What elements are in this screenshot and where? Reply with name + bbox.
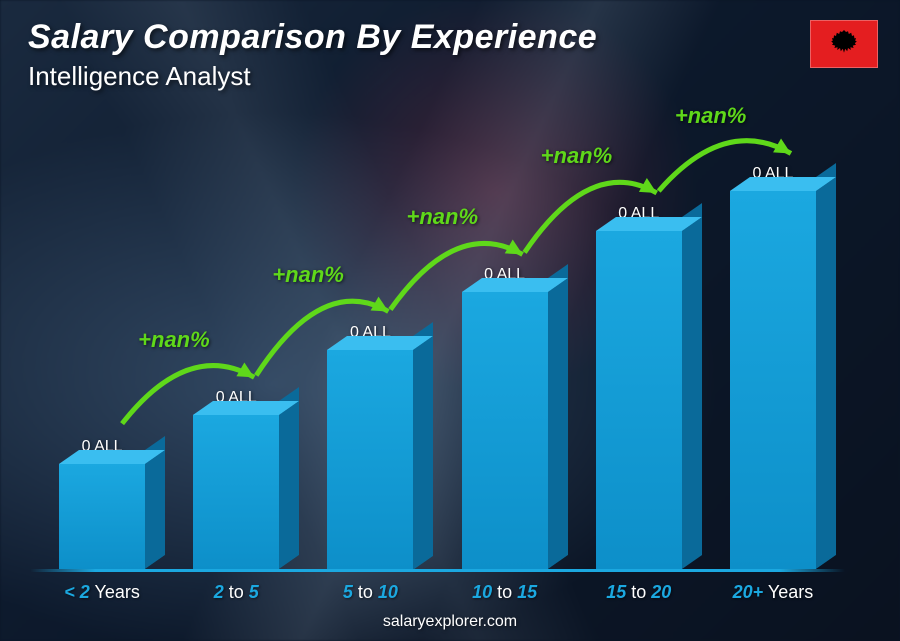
bar-side-face — [816, 163, 836, 569]
x-axis-label: < 2 Years — [35, 582, 169, 603]
delta-label: +nan% — [541, 143, 613, 169]
bar — [730, 191, 816, 569]
bar-group: 0 ALL — [572, 130, 706, 569]
x-axis-line — [30, 569, 845, 572]
bar — [596, 231, 682, 569]
x-axis-label: 2 to 5 — [169, 582, 303, 603]
x-axis-label: 20+ Years — [706, 582, 840, 603]
title-block: Salary Comparison By Experience Intellig… — [28, 18, 597, 92]
delta-label: +nan% — [138, 327, 210, 353]
delta-label: +nan% — [272, 262, 344, 288]
bar-front-face — [730, 191, 816, 569]
x-axis-label: 10 to 15 — [438, 582, 572, 603]
bar-side-face — [413, 321, 433, 569]
bar-front-face — [193, 415, 279, 569]
bar — [462, 292, 548, 569]
eagle-icon — [824, 24, 864, 64]
bar — [327, 350, 413, 570]
delta-label: +nan% — [407, 204, 479, 230]
delta-label: +nan% — [675, 103, 747, 129]
bar-front-face — [462, 292, 548, 569]
bar-front-face — [327, 350, 413, 570]
bar-side-face — [682, 203, 702, 569]
bar-group: 0 ALL — [303, 130, 437, 569]
page-subtitle: Intelligence Analyst — [28, 61, 597, 92]
x-axis-label: 5 to 10 — [303, 582, 437, 603]
x-axis-labels: < 2 Years2 to 55 to 1010 to 1515 to 2020… — [35, 582, 840, 603]
bar-front-face — [59, 464, 145, 569]
bar-group: 0 ALL — [438, 130, 572, 569]
country-flag-albania — [810, 20, 878, 68]
page-title: Salary Comparison By Experience — [28, 18, 597, 57]
bar-side-face — [548, 264, 568, 569]
bar-side-face — [279, 387, 299, 569]
footer-attribution: salaryexplorer.com — [0, 613, 900, 631]
chart-container: Salary Comparison By Experience Intellig… — [0, 0, 900, 641]
bar-group: 0 ALL — [706, 130, 840, 569]
x-axis-label: 15 to 20 — [572, 582, 706, 603]
bar — [59, 464, 145, 569]
bar-front-face — [596, 231, 682, 569]
bar — [193, 415, 279, 569]
